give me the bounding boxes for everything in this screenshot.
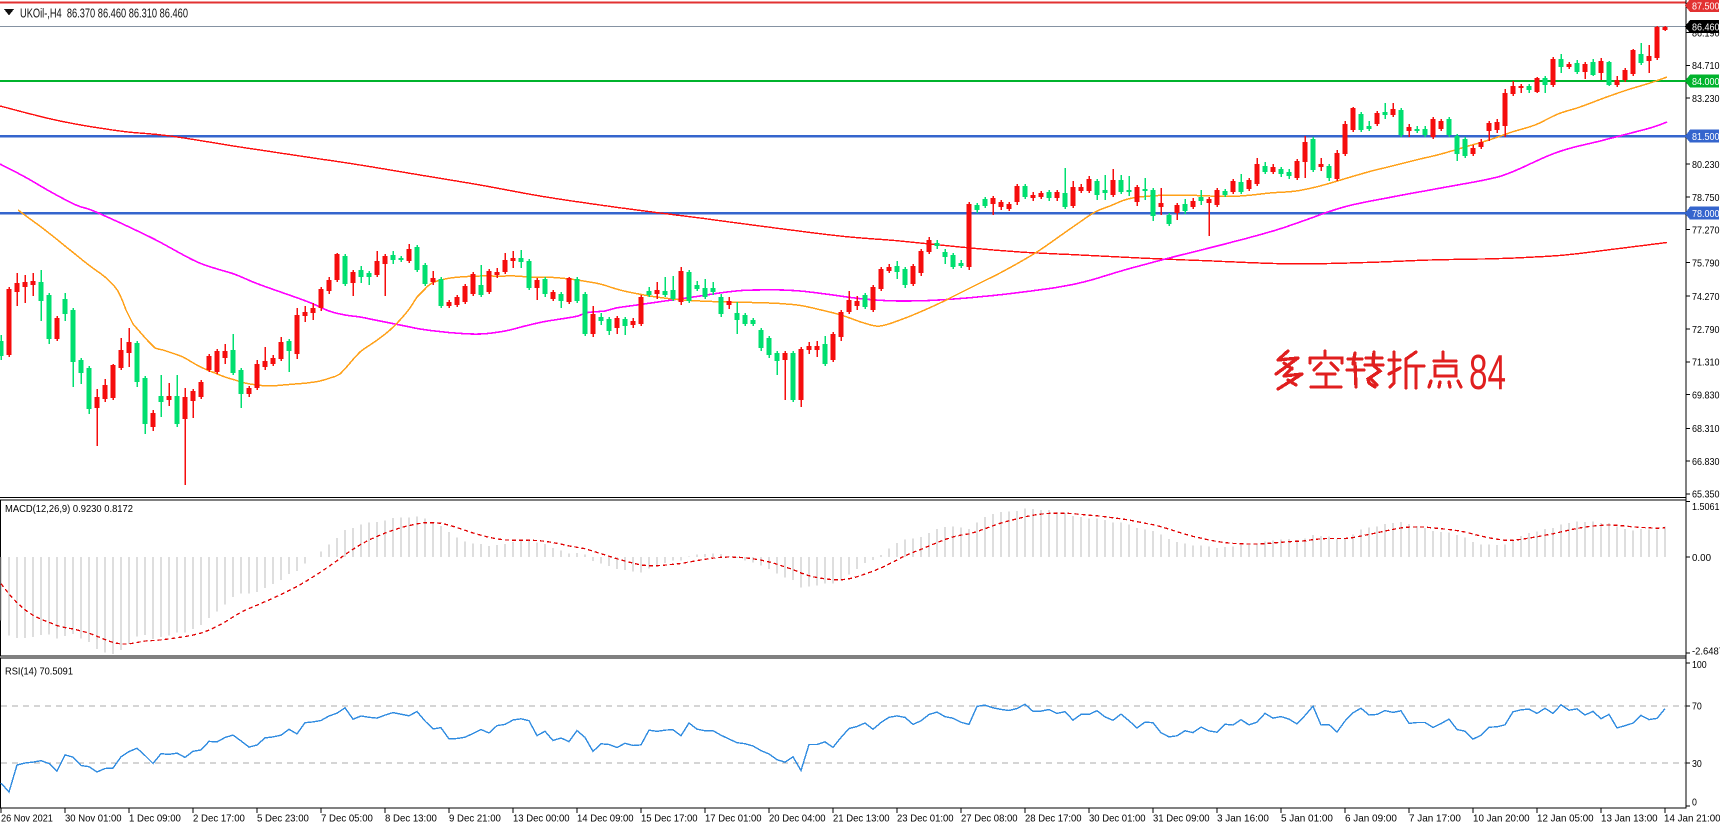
svg-text:84: 84 bbox=[1469, 346, 1506, 400]
svg-text:26 Nov 2021: 26 Nov 2021 bbox=[1, 813, 53, 825]
svg-text:10 Jan 20:00: 10 Jan 20:00 bbox=[1473, 813, 1530, 825]
svg-text:7 Jan 17:00: 7 Jan 17:00 bbox=[1409, 813, 1461, 825]
svg-text:74.270: 74.270 bbox=[1692, 291, 1720, 303]
svg-text:21 Dec 13:00: 21 Dec 13:00 bbox=[833, 813, 890, 825]
svg-text:31 Dec 09:00: 31 Dec 09:00 bbox=[1153, 813, 1210, 825]
svg-text:12 Jan 05:00: 12 Jan 05:00 bbox=[1537, 813, 1594, 825]
svg-text:86.460: 86.460 bbox=[1692, 21, 1720, 33]
svg-text:14 Dec 09:00: 14 Dec 09:00 bbox=[577, 813, 634, 825]
svg-text:13 Dec 00:00: 13 Dec 00:00 bbox=[513, 813, 570, 825]
svg-text:30 Nov 01:00: 30 Nov 01:00 bbox=[65, 813, 122, 825]
svg-text:7 Dec 05:00: 7 Dec 05:00 bbox=[321, 813, 373, 825]
svg-text:8 Dec 13:00: 8 Dec 13:00 bbox=[385, 813, 437, 825]
svg-text:20 Dec 04:00: 20 Dec 04:00 bbox=[769, 813, 826, 825]
svg-text:100: 100 bbox=[1692, 659, 1707, 671]
svg-text:28 Dec 17:00: 28 Dec 17:00 bbox=[1025, 813, 1082, 825]
svg-text:27 Dec 08:00: 27 Dec 08:00 bbox=[961, 813, 1018, 825]
svg-text:69.830: 69.830 bbox=[1692, 389, 1720, 401]
svg-text:84.710: 84.710 bbox=[1692, 60, 1720, 72]
svg-text:84.000: 84.000 bbox=[1692, 76, 1720, 88]
svg-text:68.310: 68.310 bbox=[1692, 423, 1720, 435]
svg-text:5 Jan 01:00: 5 Jan 01:00 bbox=[1281, 813, 1333, 825]
svg-text:71.310: 71.310 bbox=[1692, 357, 1720, 369]
svg-text:17 Dec 01:00: 17 Dec 01:00 bbox=[705, 813, 762, 825]
svg-text:6 Jan 09:00: 6 Jan 09:00 bbox=[1345, 813, 1397, 825]
svg-text:70: 70 bbox=[1692, 701, 1702, 713]
svg-text:75.790: 75.790 bbox=[1692, 257, 1720, 269]
svg-text:87.500: 87.500 bbox=[1692, 0, 1720, 12]
svg-text:81.500: 81.500 bbox=[1692, 131, 1720, 143]
svg-text:RSI(14) 70.5091: RSI(14) 70.5091 bbox=[5, 666, 73, 678]
svg-text:72.790: 72.790 bbox=[1692, 324, 1720, 336]
svg-text:1.5061: 1.5061 bbox=[1692, 501, 1720, 513]
svg-text:30: 30 bbox=[1692, 758, 1702, 770]
svg-text:1 Dec 09:00: 1 Dec 09:00 bbox=[129, 813, 181, 825]
svg-text:30 Dec 01:00: 30 Dec 01:00 bbox=[1089, 813, 1146, 825]
svg-text:65.350: 65.350 bbox=[1692, 489, 1720, 501]
svg-text:3 Jan 16:00: 3 Jan 16:00 bbox=[1217, 813, 1269, 825]
svg-text:78.000: 78.000 bbox=[1692, 208, 1720, 220]
svg-text:-2.6487: -2.6487 bbox=[1692, 646, 1720, 658]
svg-text:5 Dec 23:00: 5 Dec 23:00 bbox=[257, 813, 309, 825]
svg-text:UKOil-,H4 86.370 86.460 86.31: UKOil-,H4 86.370 86.460 86.310 86.460 bbox=[20, 7, 188, 21]
svg-text:14 Jan 21:00: 14 Jan 21:00 bbox=[1664, 813, 1720, 825]
svg-text:15 Dec 17:00: 15 Dec 17:00 bbox=[641, 813, 698, 825]
svg-text:80.230: 80.230 bbox=[1692, 159, 1720, 171]
svg-text:13 Jan 13:00: 13 Jan 13:00 bbox=[1601, 813, 1658, 825]
svg-text:2 Dec 17:00: 2 Dec 17:00 bbox=[193, 813, 245, 825]
svg-text:0.00: 0.00 bbox=[1692, 552, 1711, 564]
svg-text:MACD(12,26,9) 0.9230 0.8172: MACD(12,26,9) 0.9230 0.8172 bbox=[5, 503, 133, 515]
svg-text:66.830: 66.830 bbox=[1692, 456, 1720, 468]
svg-text:9 Dec 21:00: 9 Dec 21:00 bbox=[449, 813, 501, 825]
svg-text:77.270: 77.270 bbox=[1692, 224, 1720, 236]
svg-text:23 Dec 01:00: 23 Dec 01:00 bbox=[897, 813, 954, 825]
svg-text:78.750: 78.750 bbox=[1692, 192, 1720, 204]
svg-text:83.230: 83.230 bbox=[1692, 93, 1720, 105]
svg-text:0: 0 bbox=[1692, 796, 1697, 808]
